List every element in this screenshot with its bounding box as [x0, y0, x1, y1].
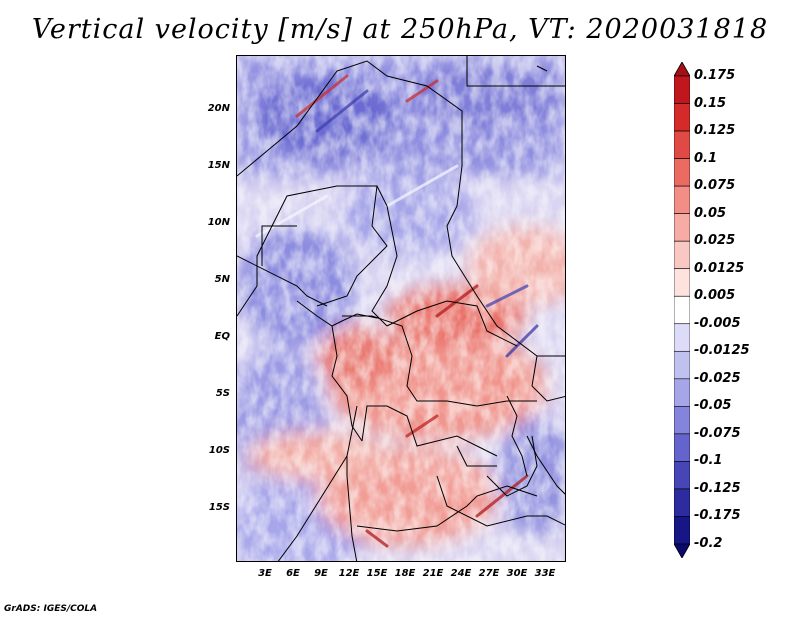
borders: [237, 56, 565, 561]
colorbar-label: 0.175: [694, 68, 736, 83]
lat-label: EQ: [214, 331, 230, 342]
colorbar-segment: [674, 433, 690, 462]
lon-label: 15E: [366, 568, 388, 579]
colorbar-label: -0.125: [694, 480, 741, 496]
colorbar-segment: [674, 378, 690, 407]
field-streaks: [255, 74, 539, 548]
colorbar-max-arrow: [674, 62, 690, 77]
colorbar-segment: [674, 130, 690, 159]
lat-label: 15N: [207, 160, 230, 171]
lon-label: 18E: [394, 568, 416, 579]
colorbar-segment: [674, 461, 690, 490]
colorbar-label: 0.025: [694, 233, 736, 249]
colorbar: [674, 62, 690, 558]
lat-label: 5N: [214, 274, 230, 285]
colorbar-label: -0.005: [694, 315, 741, 331]
colorbar-segment: [674, 75, 690, 104]
lon-label: 33E: [534, 568, 556, 579]
colorbar-label: 0.0125: [694, 260, 745, 276]
lon-label: 24E: [450, 568, 472, 579]
lon-label: 3E: [258, 568, 272, 579]
colorbar-segment: [674, 323, 690, 352]
colorbar-segment: [674, 185, 690, 214]
colorbar-label: 0.125: [694, 123, 736, 139]
colorbar-segment: [674, 268, 690, 297]
map-field: [237, 56, 565, 561]
colorbar-segment: [674, 158, 690, 187]
colorbar-segment: [674, 350, 690, 380]
lon-label: 27E: [478, 568, 500, 579]
lon-label: 30E: [506, 568, 528, 579]
colorbar-label: -0.1: [694, 453, 723, 469]
colorbar-segment: [674, 295, 690, 325]
colorbar-label: 0.1: [694, 150, 718, 166]
chart-title: Vertical velocity [m/s] at 250hPa, VT: 2…: [31, 14, 769, 45]
colorbar-segment: [674, 103, 690, 132]
colorbar-label: -0.2: [694, 536, 723, 551]
colorbar-label: -0.025: [694, 370, 741, 386]
colorbar-label: -0.075: [694, 425, 741, 441]
footer-credit: GrADS: IGES/COLA: [4, 604, 98, 614]
lon-label: 21E: [422, 568, 444, 579]
colorbar-segment: [674, 213, 690, 242]
lon-label: 12E: [338, 568, 360, 579]
colorbar-label: -0.0125: [694, 343, 750, 359]
colorbar-segment: [674, 516, 690, 545]
colorbar-label: -0.05: [694, 398, 732, 414]
lat-label: 20N: [207, 103, 230, 114]
colorbar-label: 0.005: [694, 288, 736, 304]
colorbar-segment: [674, 406, 690, 435]
lat-label: 10S: [208, 445, 230, 456]
colorbar-label: -0.175: [694, 508, 741, 524]
lat-label: 10N: [207, 217, 230, 228]
lat-label: 5S: [215, 388, 230, 399]
colorbar-min-arrow: [674, 543, 690, 558]
colorbar-segment: [674, 240, 690, 270]
velocity-map: [236, 55, 566, 562]
lon-label: 6E: [286, 568, 300, 579]
lon-label: 9E: [314, 568, 328, 579]
colorbar-label: 0.075: [694, 178, 736, 194]
colorbar-label: 0.05: [694, 205, 727, 221]
colorbar-segment: [674, 488, 690, 517]
colorbar-label: 0.15: [694, 95, 727, 111]
lat-label: 15S: [208, 502, 230, 513]
